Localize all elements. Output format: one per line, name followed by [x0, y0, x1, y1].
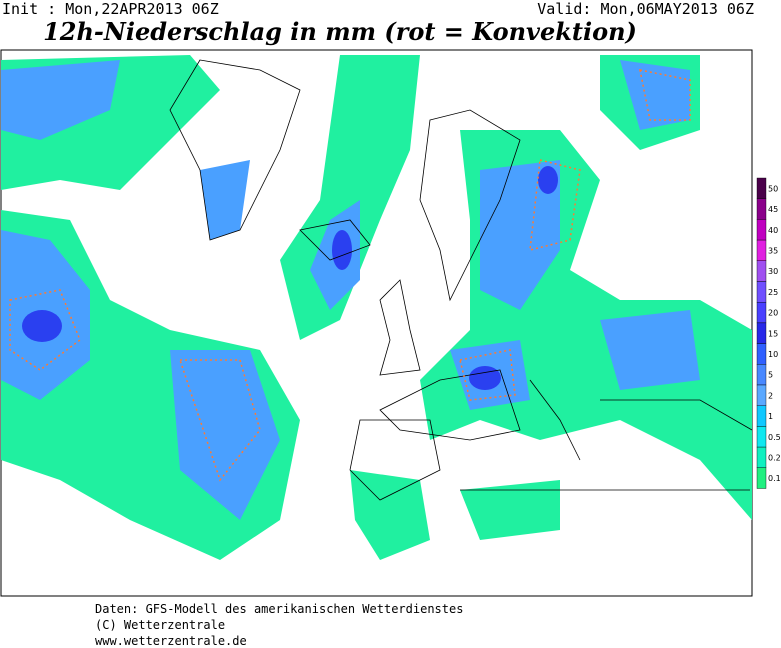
convection-contours — [9, 69, 691, 482]
colorbar-swatch — [756, 343, 767, 365]
colorbar: 50 45 40 35 30 25 20 15 10 5 2 1 0.5 0.2 0.1 — [756, 177, 781, 489]
colorbar-swatch — [756, 426, 767, 448]
footer-source: Daten: GFS-Modell des amerikanischen Wet… — [95, 602, 463, 616]
colorbar-swatch — [756, 405, 767, 427]
coastlines — [169, 59, 753, 501]
colorbar-label: 20 — [768, 309, 778, 318]
init-time: Init : Mon,22APR2013 06Z — [2, 0, 219, 18]
colorbar-swatch — [756, 322, 767, 344]
colorbar-label: 40 — [768, 226, 778, 235]
colorbar-swatch — [756, 219, 767, 241]
map — [0, 49, 753, 597]
map-title: 12h-Niederschlag in mm (rot = Konvektion… — [43, 17, 637, 46]
precip-heavy — [22, 166, 558, 390]
colorbar-label: 25 — [768, 288, 778, 297]
footer-url: www.wetterzentrale.de — [95, 634, 247, 648]
colorbar-swatch — [756, 239, 767, 262]
colorbar-swatch — [756, 446, 767, 469]
colorbar-label: 5 — [768, 371, 773, 380]
colorbar-label: 45 — [768, 205, 778, 214]
colorbar-label: 10 — [768, 350, 778, 359]
colorbar-label: 0.5 — [768, 433, 781, 442]
valid-time: Valid: Mon,06MAY2013 06Z — [537, 0, 754, 18]
colorbar-swatch — [756, 177, 767, 199]
colorbar-swatch — [756, 467, 767, 489]
colorbar-label: 15 — [768, 329, 778, 338]
colorbar-label: 0.2 — [768, 453, 781, 462]
colorbar-swatch — [756, 302, 767, 324]
colorbar-label: 2 — [768, 391, 773, 400]
footer-copyright: (C) Wetterzentrale — [95, 618, 225, 632]
colorbar-label: 35 — [768, 246, 778, 255]
colorbar-swatch — [756, 281, 767, 303]
colorbar-swatch — [756, 384, 767, 406]
colorbar-label: 30 — [768, 267, 778, 276]
colorbar-label: 50 — [768, 184, 778, 193]
colorbar-label: 0.1 — [768, 474, 781, 483]
colorbar-swatch — [756, 364, 767, 386]
colorbar-swatch — [756, 260, 767, 282]
colorbar-swatch — [756, 198, 767, 220]
colorbar-label: 1 — [768, 412, 773, 421]
